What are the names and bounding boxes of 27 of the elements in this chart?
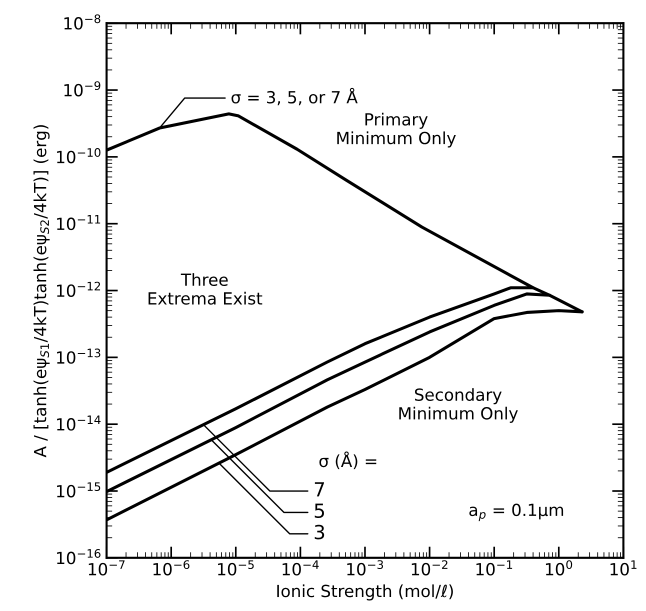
y-tick-label: 10$^{−10}$ [57,148,100,164]
y-tick-label: 10$^{−8}$ [64,14,100,30]
y-tick-label: 10$^{−12}$ [57,282,100,297]
x-tick-label: 10$^{−3}$ [347,560,384,576]
y-tick-label: 10$^{−11}$ [57,215,100,230]
x-tick-label: 10$^{1}$ [610,560,636,576]
series-label: σ = 3, 5, or 7 Å [232,88,358,106]
y-axis-title: A / [tanh(eψ$_{S1}$/4kT)tanh(eψ$_{S2}$/4kT)] (erg) [34,125,50,458]
annotation: Secondary Minimum Only [399,388,518,423]
x-axis-title: Ionic Strength (mol/ℓ) [277,584,453,601]
y-tick-label: 10$^{−14}$ [57,416,101,431]
x-tick-label: 10$^{−2}$ [412,560,448,576]
text: 3 [314,524,324,540]
y-tick-label: 10$^{−13}$ [57,348,100,364]
text: 5 [314,504,324,518]
x-tick-label: 10$^{−1}$ [476,560,512,576]
annotation: a$_{p}$ = 0.1μm [469,504,564,522]
annotation: σ (Å) = [319,452,376,470]
x-tick-label: 10$^{−6}$ [153,560,190,576]
x-tick-label: 10$^{−4}$ [282,560,319,576]
annotation: Three Extrema Exist [148,273,262,305]
y-tick-label: 10$^{−9}$ [64,81,100,96]
x-tick-label: 10$^{−5}$ [218,560,254,576]
annotation: Primary Minimum Only [337,112,456,148]
x-tick-label: 10$^{0}$ [546,560,572,576]
text: 7 [314,482,324,496]
y-tick-label: 10$^{−15}$ [57,482,100,498]
